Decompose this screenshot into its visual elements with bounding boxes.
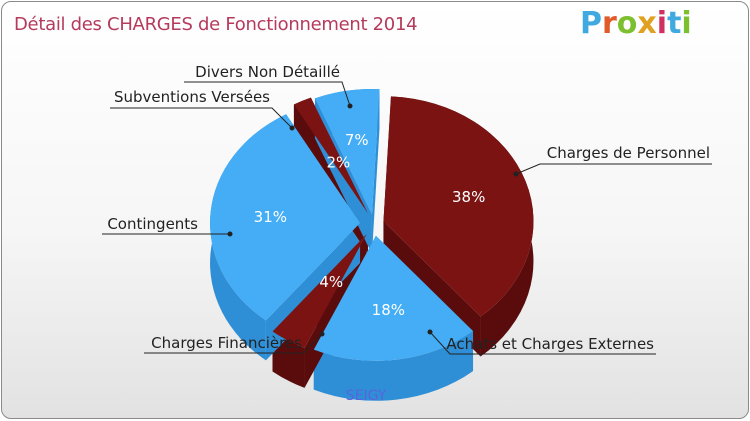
pie-slice xyxy=(314,88,380,214)
slice-labels: Charges de Personnel Achats et Charges Ex… xyxy=(107,63,710,353)
logo-letter: t xyxy=(667,6,682,41)
pie-slice-wall xyxy=(371,89,380,254)
slice-label: Subventions Versées xyxy=(114,88,270,106)
slice-label: Charges Financières xyxy=(151,334,302,352)
leader-arrowhead xyxy=(513,171,519,177)
proxiti-logo: Proxiti xyxy=(580,6,692,41)
slice-label: Contingents xyxy=(107,215,198,233)
leader-line xyxy=(429,331,656,355)
chart-title: Détail des CHARGES de Fonctionnement 201… xyxy=(14,14,418,35)
leader-lines xyxy=(102,81,712,355)
leader-arrowhead xyxy=(289,125,295,131)
pie-slice xyxy=(383,96,534,317)
pie-percent-labels: 38% 18% 4% 31% 2% 7% xyxy=(254,131,486,319)
pie-slice xyxy=(313,235,474,361)
leader-arrowhead xyxy=(347,103,353,109)
city-label: SEIGY xyxy=(346,388,387,404)
pie-percent-label: 7% xyxy=(345,131,369,149)
logo-letter: P xyxy=(580,6,602,41)
pie-percent-label: 2% xyxy=(326,154,350,172)
pie-slice xyxy=(272,234,367,348)
pie-percent-label: 18% xyxy=(372,301,405,319)
logo-letter: i xyxy=(681,6,692,41)
pie-slice xyxy=(293,97,368,214)
leader-line xyxy=(515,163,712,175)
logo-letter: r xyxy=(602,6,617,41)
leader-line xyxy=(184,81,351,107)
pie-percent-label: 38% xyxy=(452,188,485,206)
pie-percent-label: 4% xyxy=(319,273,343,291)
leader-arrowhead xyxy=(319,331,325,337)
slice-label: Achats et Charges Externes xyxy=(446,335,654,353)
pie-tops xyxy=(210,88,534,361)
leader-arrowhead xyxy=(227,231,233,237)
pie-slice-side xyxy=(313,331,474,401)
pie-slice xyxy=(210,114,361,321)
leader-line xyxy=(144,333,323,354)
logo-letter: x xyxy=(637,6,657,41)
logo-letter: o xyxy=(616,6,638,41)
logo-letter: i xyxy=(656,6,668,41)
slice-label: Divers Non Détaillé xyxy=(195,63,340,81)
slice-label: Charges de Personnel xyxy=(547,144,710,162)
leader-arrowhead xyxy=(427,329,433,335)
leader-line xyxy=(110,107,293,129)
pie-percent-label: 31% xyxy=(254,208,287,226)
